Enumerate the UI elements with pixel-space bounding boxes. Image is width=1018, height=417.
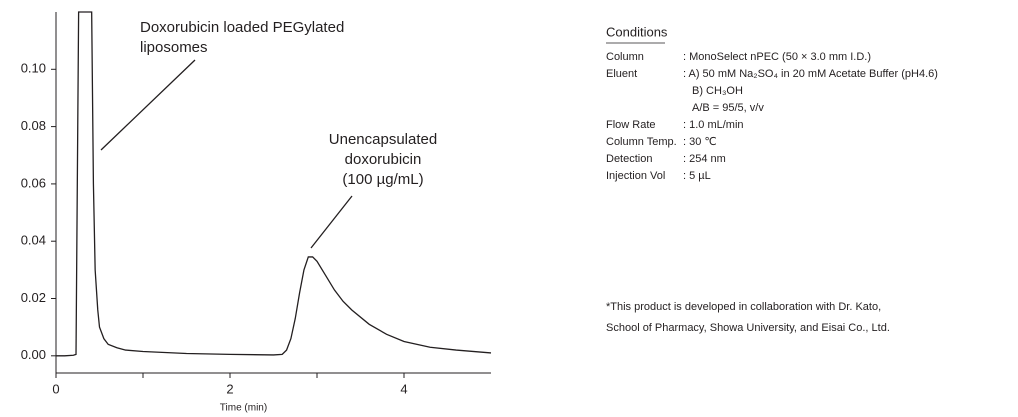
condition-label: Column Temp.	[606, 136, 677, 148]
y-tick-label: 0.06	[21, 175, 46, 190]
x-tick-label: 2	[226, 381, 233, 396]
y-tick-label: 0.08	[21, 118, 46, 133]
annotation: (100 µg/mL)	[342, 171, 423, 188]
condition-label: Column	[606, 51, 644, 63]
annotation: Unencapsulated	[329, 131, 437, 148]
annotation: Doxorubicin loaded PEGylated	[140, 19, 344, 36]
y-tick-label: 0.00	[21, 347, 46, 362]
footnote: School of Pharmacy, Showa University, an…	[606, 322, 890, 334]
condition-value: : 1.0 mL/min	[683, 119, 744, 131]
condition-label: Injection Vol	[606, 170, 665, 182]
x-axis-label: Time (min)	[220, 403, 267, 414]
condition-value: : A) 50 mM Na₂SO₄ in 20 mM Acetate Buffe…	[683, 68, 938, 80]
condition-value: : MonoSelect nPEC (50 × 3.0 mm I.D.)	[683, 51, 871, 63]
trace	[56, 11, 492, 357]
condition-value: : 30 ℃	[683, 136, 717, 148]
x-tick-label: 4	[400, 381, 407, 396]
x-tick-label: 0	[52, 381, 59, 396]
condition-value: : 5 µL	[683, 170, 711, 182]
condition-label: Eluent	[606, 68, 637, 80]
leader-line	[310, 195, 353, 249]
condition-value: A/B = 95/5, v/v	[692, 102, 764, 114]
y-tick-label: 0.04	[21, 233, 46, 248]
y-tick-label: 0.02	[21, 290, 46, 305]
leader-line	[100, 59, 196, 151]
footnote: *This product is developed in collaborat…	[606, 301, 881, 313]
y-tick-label: 0.10	[21, 61, 46, 76]
annotation: doxorubicin	[345, 151, 422, 168]
condition-value: : 254 nm	[683, 153, 726, 165]
condition-label: Flow Rate	[606, 119, 656, 131]
annotation: liposomes	[140, 39, 208, 56]
conditions-title: Conditions	[606, 24, 668, 39]
condition-value: B) CH₃OH	[692, 85, 743, 97]
condition-label: Detection	[606, 153, 652, 165]
